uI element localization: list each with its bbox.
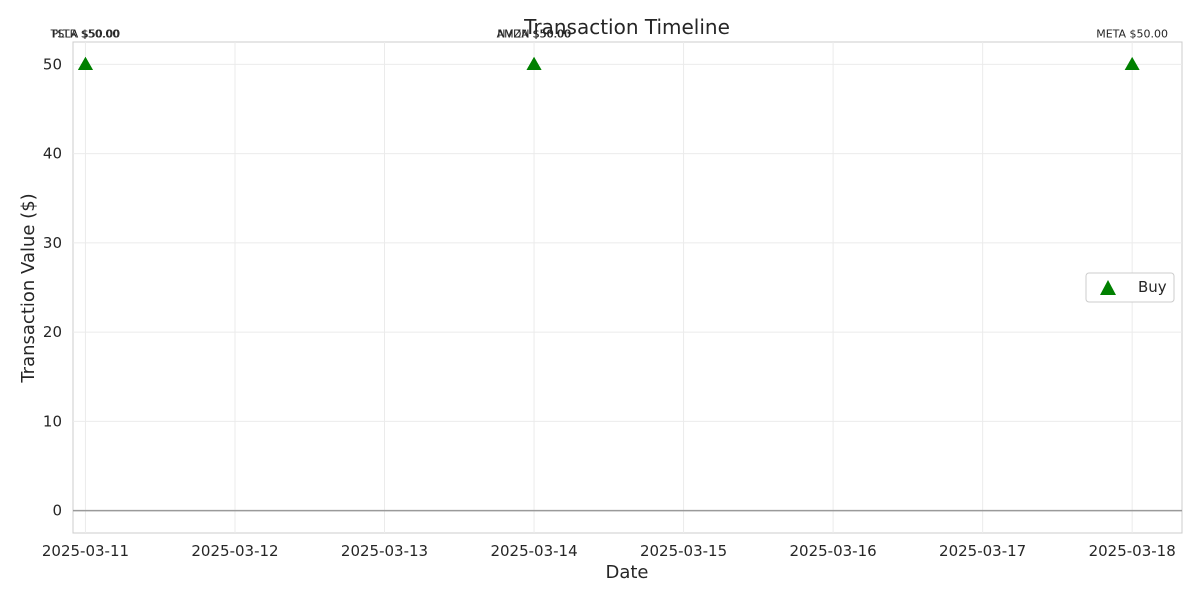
plot-area: [72, 41, 1183, 534]
y-tick-label: 50: [43, 55, 62, 73]
x-tick-label: 2025-03-16: [790, 542, 877, 560]
legend-label-buy: Buy: [1138, 278, 1167, 296]
point-annotation: TSLA $50.00: [50, 27, 121, 40]
chart-title: Transaction Timeline: [523, 15, 730, 39]
point-annotation: PLTR $50.00: [52, 27, 120, 40]
buy-marker: [1124, 56, 1140, 70]
point-annotation: NVDA $50.00: [497, 27, 571, 40]
x-tick-label: 2025-03-12: [191, 542, 278, 560]
y-tick-label: 10: [43, 412, 62, 430]
x-tick-label: 2025-03-17: [939, 542, 1026, 560]
x-tick-label: 2025-03-13: [341, 542, 428, 560]
buy-marker: [526, 56, 542, 70]
x-tick-label: 2025-03-15: [640, 542, 727, 560]
x-axis-title: Date: [605, 562, 648, 583]
x-tick-label: 2025-03-11: [42, 542, 129, 560]
y-axis-title: Transaction Value ($): [18, 193, 39, 383]
y-tick-label: 40: [43, 145, 62, 163]
y-tick-label: 20: [43, 323, 62, 341]
data-marks: [77, 56, 1140, 70]
point-annotation: META $50.00: [1096, 27, 1168, 40]
x-tick-label: 2025-03-18: [1089, 542, 1176, 560]
legend: Buy: [1085, 272, 1175, 303]
y-tick-label: 0: [52, 502, 62, 520]
buy-marker: [77, 56, 93, 70]
axes: 2025-03-11 2025-03-12 2025-03-13 2025-03-14…: [42, 55, 1182, 560]
x-tick-label: 2025-03-14: [490, 542, 577, 560]
point-annotation: AMZN $50.00: [497, 27, 572, 40]
y-tick-label: 30: [43, 234, 62, 252]
legend-marker-buy: [1100, 280, 1116, 295]
